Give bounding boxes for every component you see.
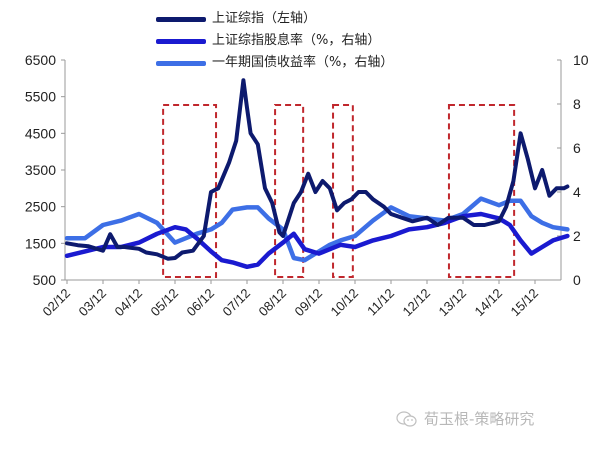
legend: 上证综指（左轴） 上证综指股息率（%，右轴） 一年期国债收益率（%，右轴） (156, 8, 393, 74)
legend-swatch-icon (156, 38, 206, 44)
series-lines (64, 78, 570, 270)
right-axis-tick-label: 10 (573, 52, 589, 68)
legend-item-bond-yield: 一年期国债收益率（%，右轴） (156, 52, 393, 74)
x-axis-tick-label: 05/12 (148, 286, 182, 320)
legend-label: 上证综指股息率（%，右轴） (212, 33, 381, 48)
highlight-box (332, 104, 354, 278)
highlight-box (447, 104, 516, 278)
legend-label: 上证综指（左轴） (212, 11, 317, 26)
watermark: 荀玉根-策略研究 (396, 408, 534, 429)
x-axis-tick-label: 15/12 (508, 286, 542, 320)
series-line (64, 196, 570, 263)
left-axis-tick-label: 4500 (25, 125, 56, 141)
left-axis-tick-label: 3500 (25, 162, 56, 178)
legend-item-dividend-yield: 上证综指股息率（%，右轴） (156, 30, 393, 52)
wechat-icon (396, 410, 417, 427)
watermark-text: 荀玉根-策略研究 (424, 410, 535, 428)
left-axis-tick-label: 500 (33, 272, 57, 288)
highlight-box (162, 104, 218, 278)
x-axis-tick-label: 08/12 (256, 286, 290, 320)
x-axis-tick-label: 07/12 (220, 286, 254, 320)
x-axis-tick-label: 11/12 (364, 286, 397, 319)
right-axis-tick-label: 2 (573, 228, 581, 244)
left-axis-tick-label: 2500 (25, 199, 56, 215)
left-axis-tick-label: 5500 (25, 89, 56, 105)
left-axis-tick-label: 1500 (25, 235, 56, 251)
x-axis-tick-label: 13/12 (436, 286, 470, 320)
x-axis-tick-label: 04/12 (112, 286, 146, 320)
legend-label: 一年期国债收益率（%，右轴） (212, 55, 394, 70)
right-axis-tick-label: 8 (573, 96, 581, 112)
series-line (65, 78, 570, 261)
legend-item-sse-index: 上证综指（左轴） (156, 8, 393, 30)
right-axis-tick-label: 4 (573, 184, 581, 200)
right-axis-tick-label: 0 (573, 272, 581, 288)
x-axis-tick-label: 03/12 (76, 286, 110, 320)
x-axis-tick-label: 09/12 (292, 286, 326, 320)
x-axis-tick-label: 02/12 (40, 286, 74, 320)
legend-swatch-icon (156, 60, 206, 66)
right-axis-tick-label: 6 (573, 140, 581, 156)
x-axis-tick-label: 14/12 (472, 286, 506, 320)
x-axis-tick-label: 06/12 (184, 286, 218, 320)
x-axis-tick-label: 12/12 (400, 286, 434, 320)
left-axis-tick-label: 6500 (25, 52, 56, 68)
x-axis-tick-label: 10/12 (328, 286, 362, 320)
legend-swatch-icon (156, 16, 206, 22)
